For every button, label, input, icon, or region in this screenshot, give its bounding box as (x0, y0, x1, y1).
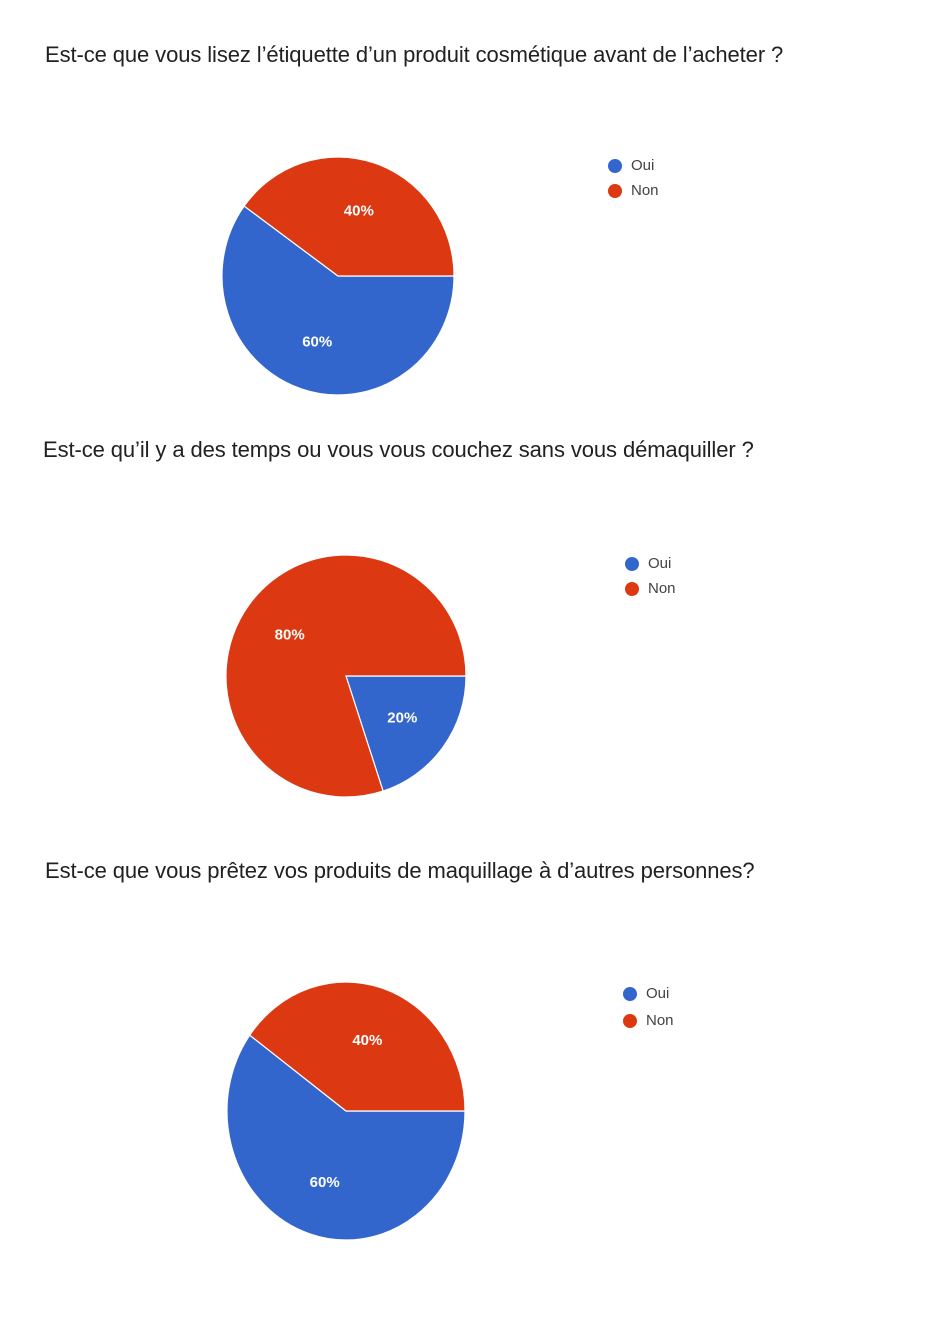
chart-2-title: Est-ce qu’il y a des temps ou vous vous … (43, 437, 754, 462)
slice-label-oui: 20% (387, 709, 417, 726)
slice-label-non: 80% (275, 627, 305, 644)
slice-label-non: 40% (344, 202, 374, 219)
chart-2-pie: 20% 80% (225, 554, 467, 798)
legend-oui-label: Oui (648, 555, 672, 572)
slice-non[interactable] (248, 981, 466, 1112)
legend-item-oui[interactable]: Oui (623, 980, 674, 1007)
legend-item-oui[interactable]: Oui (608, 153, 659, 178)
legend-oui-swatch (625, 556, 639, 571)
chart-1-pie: 60% 40% (221, 156, 455, 396)
legend-item-non[interactable]: Non (625, 576, 676, 601)
slice-oui[interactable] (345, 675, 467, 792)
slice-non[interactable] (225, 554, 467, 798)
chart-3-legend: Oui Non (623, 980, 674, 1034)
chart-2-legend: Oui Non (625, 551, 676, 601)
legend-item-oui[interactable]: Oui (625, 551, 676, 576)
legend-non-label: Non (646, 1012, 674, 1029)
slice-oui[interactable] (226, 1034, 466, 1241)
chart-3-pie: 60% 40% (226, 981, 466, 1241)
legend-oui-swatch (608, 158, 622, 173)
slice-label-oui: 60% (302, 334, 332, 351)
legend-non-swatch (608, 183, 622, 198)
legend-non-label: Non (631, 182, 659, 199)
slice-oui[interactable] (221, 205, 455, 396)
slice-label-non: 40% (352, 1032, 382, 1049)
legend-oui-label: Oui (646, 985, 670, 1002)
legend-non-swatch (625, 581, 639, 596)
legend-non-label: Non (648, 580, 676, 597)
legend-item-non[interactable]: Non (623, 1007, 674, 1034)
legend-oui-label: Oui (631, 157, 655, 174)
chart-1-legend: Oui Non (608, 153, 659, 203)
chart-1-title: Est-ce que vous lisez l’étiquette d’un p… (45, 42, 784, 67)
legend-oui-swatch (623, 986, 637, 1001)
slice-label-oui: 60% (310, 1174, 340, 1191)
chart-3-title: Est-ce que vous prêtez vos produits de m… (45, 858, 755, 883)
legend-item-non[interactable]: Non (608, 178, 659, 203)
slice-non[interactable] (243, 156, 455, 277)
legend-non-swatch (623, 1013, 637, 1028)
